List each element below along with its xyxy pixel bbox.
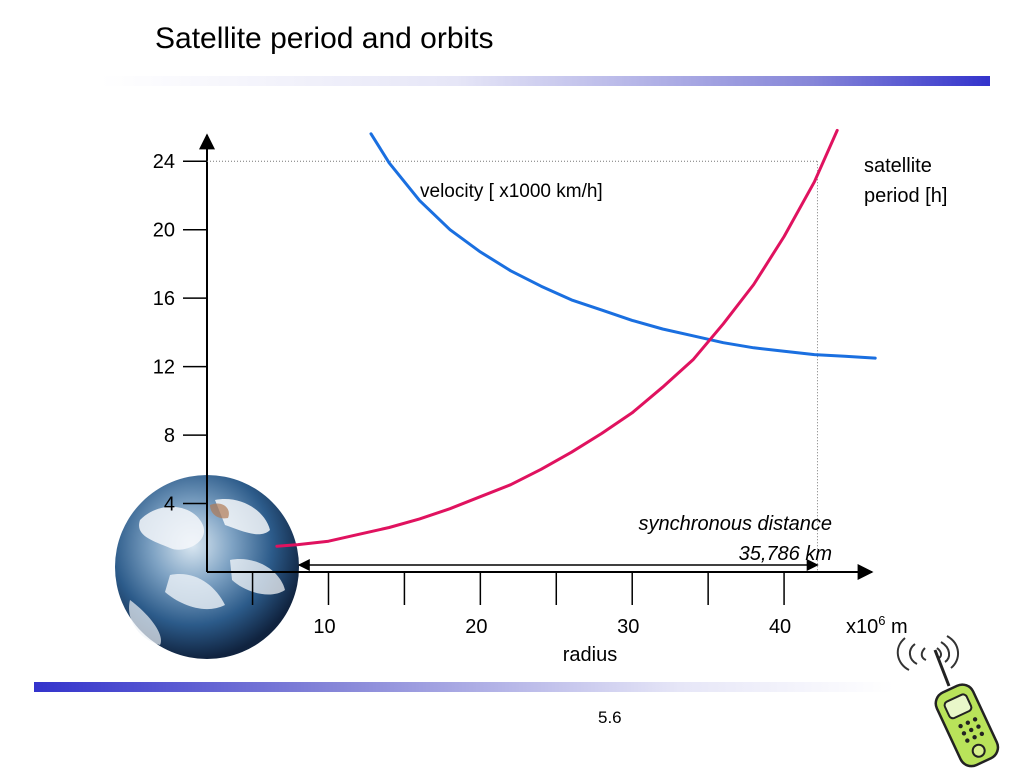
tick-layer: 4 8 12 16 20 24 10 20 30 40 <box>153 151 791 638</box>
axes <box>199 133 874 580</box>
velocity-series-line <box>369 132 877 360</box>
sync-distance-label: synchronous distance <box>639 513 832 535</box>
period-series-label-line1: satellite <box>864 155 932 177</box>
page-number: 5.6 <box>598 708 622 727</box>
phone-clipart <box>896 635 1000 768</box>
x-axis-unit-base: x10 <box>846 616 878 638</box>
top-gradient-bar <box>100 76 990 86</box>
y-tick-label-24: 24 <box>153 151 175 173</box>
y-tick-label-16: 16 <box>153 288 175 310</box>
y-tick-label-20: 20 <box>153 220 175 242</box>
x-tick-label-30: 30 <box>617 616 639 638</box>
x-axis-unit-exponent: 6 <box>878 613 885 628</box>
series-layer <box>275 128 877 548</box>
velocity-series-label: velocity [ x1000 km/h] <box>420 181 603 202</box>
period-series-line <box>275 128 839 548</box>
x-axis-label: radius <box>563 644 617 666</box>
reference-lines <box>207 160 818 572</box>
x-tick-label-10: 10 <box>313 616 335 638</box>
slide-title: Satellite period and orbits <box>155 22 494 55</box>
y-tick-label-8: 8 <box>164 425 175 447</box>
x-tick-label-20: 20 <box>465 616 487 638</box>
x-axis-unit: x106 m <box>846 613 908 638</box>
sync-distance-value: 35,786 km <box>739 543 832 565</box>
y-tick-label-12: 12 <box>153 357 175 379</box>
y-tick-label-4: 4 <box>164 494 175 516</box>
bottom-gradient-bar <box>34 682 894 692</box>
period-series-label-line2: period [h] <box>864 185 947 207</box>
x-axis-unit-suffix: m <box>885 616 907 638</box>
x-tick-label-40: 40 <box>769 616 791 638</box>
